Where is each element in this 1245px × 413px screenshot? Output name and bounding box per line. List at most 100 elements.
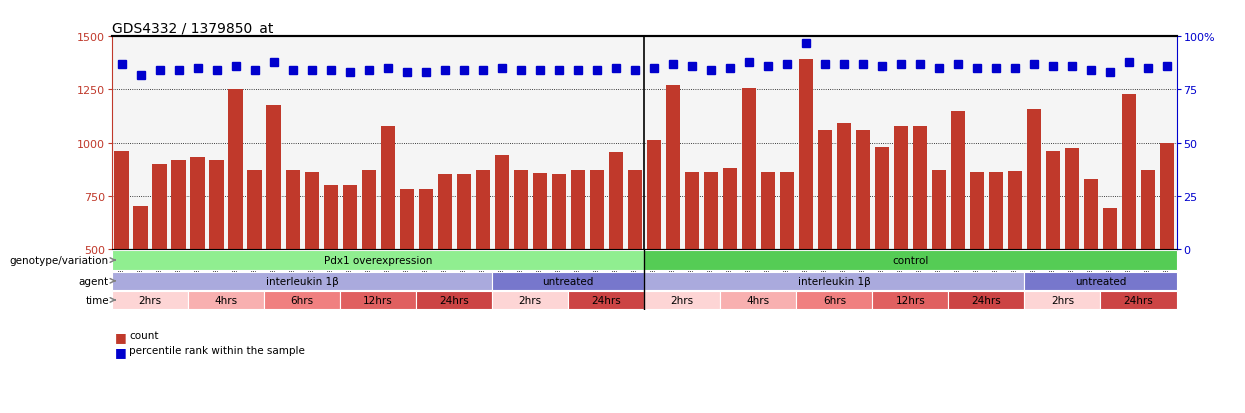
Bar [285,171,300,249]
Bar [875,147,889,249]
Bar [492,292,568,309]
Bar [645,272,1025,290]
Bar [533,174,547,249]
Bar [112,272,492,290]
Text: 6hrs: 6hrs [290,295,314,305]
Bar [340,292,416,309]
Text: agent: agent [78,276,108,286]
Bar [779,173,794,249]
Bar [797,292,873,309]
Bar [476,171,489,249]
Bar [951,112,965,249]
Bar [949,292,1025,309]
Bar [989,173,1003,249]
Bar [188,292,264,309]
Bar [437,175,452,249]
Bar [1122,95,1137,249]
Bar [112,292,188,309]
Bar [416,292,492,309]
Bar [381,126,395,249]
Bar [266,106,281,249]
Bar [1007,172,1022,249]
Bar [112,250,645,271]
Text: count: count [129,330,159,340]
Text: 12hrs: 12hrs [895,295,925,305]
Bar [873,292,949,309]
Bar [721,292,797,309]
Text: 24hrs: 24hrs [591,295,621,305]
Bar [1046,152,1059,249]
Text: untreated: untreated [1074,276,1127,286]
Bar [568,292,645,309]
Text: ■: ■ [115,345,126,358]
Text: Pdx1 overexpression: Pdx1 overexpression [324,256,432,266]
Bar [1140,171,1155,249]
Bar [172,160,186,249]
Text: genotype/variation: genotype/variation [10,256,108,266]
Text: 12hrs: 12hrs [364,295,393,305]
Text: percentile rank within the sample: percentile rank within the sample [129,345,305,355]
Bar [627,171,642,249]
Bar [1025,272,1177,290]
Text: time: time [85,295,108,305]
Text: 24hrs: 24hrs [971,295,1001,305]
Bar [685,173,698,249]
Bar [609,153,622,249]
Bar [324,186,337,249]
Text: ■: ■ [115,330,126,343]
Bar [115,152,128,249]
Bar [1027,109,1041,249]
Bar [418,190,433,249]
Text: 24hrs: 24hrs [439,295,469,305]
Bar [837,124,852,249]
Text: 2hrs: 2hrs [671,295,693,305]
Text: 4hrs: 4hrs [747,295,769,305]
Text: 6hrs: 6hrs [823,295,845,305]
Bar [400,190,413,249]
Bar [457,175,471,249]
Bar [248,171,261,249]
Bar [1025,292,1101,309]
Text: GDS4332 / 1379850_at: GDS4332 / 1379850_at [112,22,274,36]
Bar [361,171,376,249]
Bar [761,173,774,249]
Bar [514,171,528,249]
Bar [494,156,509,249]
Bar [666,86,680,249]
Bar [190,158,204,249]
Bar [264,292,340,309]
Bar [818,131,832,249]
Text: untreated: untreated [543,276,594,286]
Bar [646,141,661,249]
Bar [855,131,870,249]
Text: interleukin 1β: interleukin 1β [798,276,870,286]
Bar [1101,292,1177,309]
Bar [742,89,756,249]
Text: 2hrs: 2hrs [519,295,542,305]
Bar [799,59,813,249]
Bar [133,207,148,249]
Bar [1064,149,1079,249]
Text: 2hrs: 2hrs [138,295,162,305]
Bar [1160,143,1174,249]
Bar [931,171,946,249]
Bar [342,186,357,249]
Bar [570,171,585,249]
Bar [305,173,319,249]
Bar [1084,179,1098,249]
Bar [1103,209,1117,249]
Bar [703,173,718,249]
Text: 24hrs: 24hrs [1124,295,1153,305]
Bar [894,126,908,249]
Bar [970,173,984,249]
Text: interleukin 1β: interleukin 1β [265,276,339,286]
Bar [913,126,928,249]
Bar [492,272,645,290]
Text: 4hrs: 4hrs [214,295,238,305]
Text: control: control [893,256,929,266]
Bar [645,250,1177,271]
Bar [590,171,604,249]
Text: 2hrs: 2hrs [1051,295,1074,305]
Bar [152,164,167,249]
Bar [209,160,224,249]
